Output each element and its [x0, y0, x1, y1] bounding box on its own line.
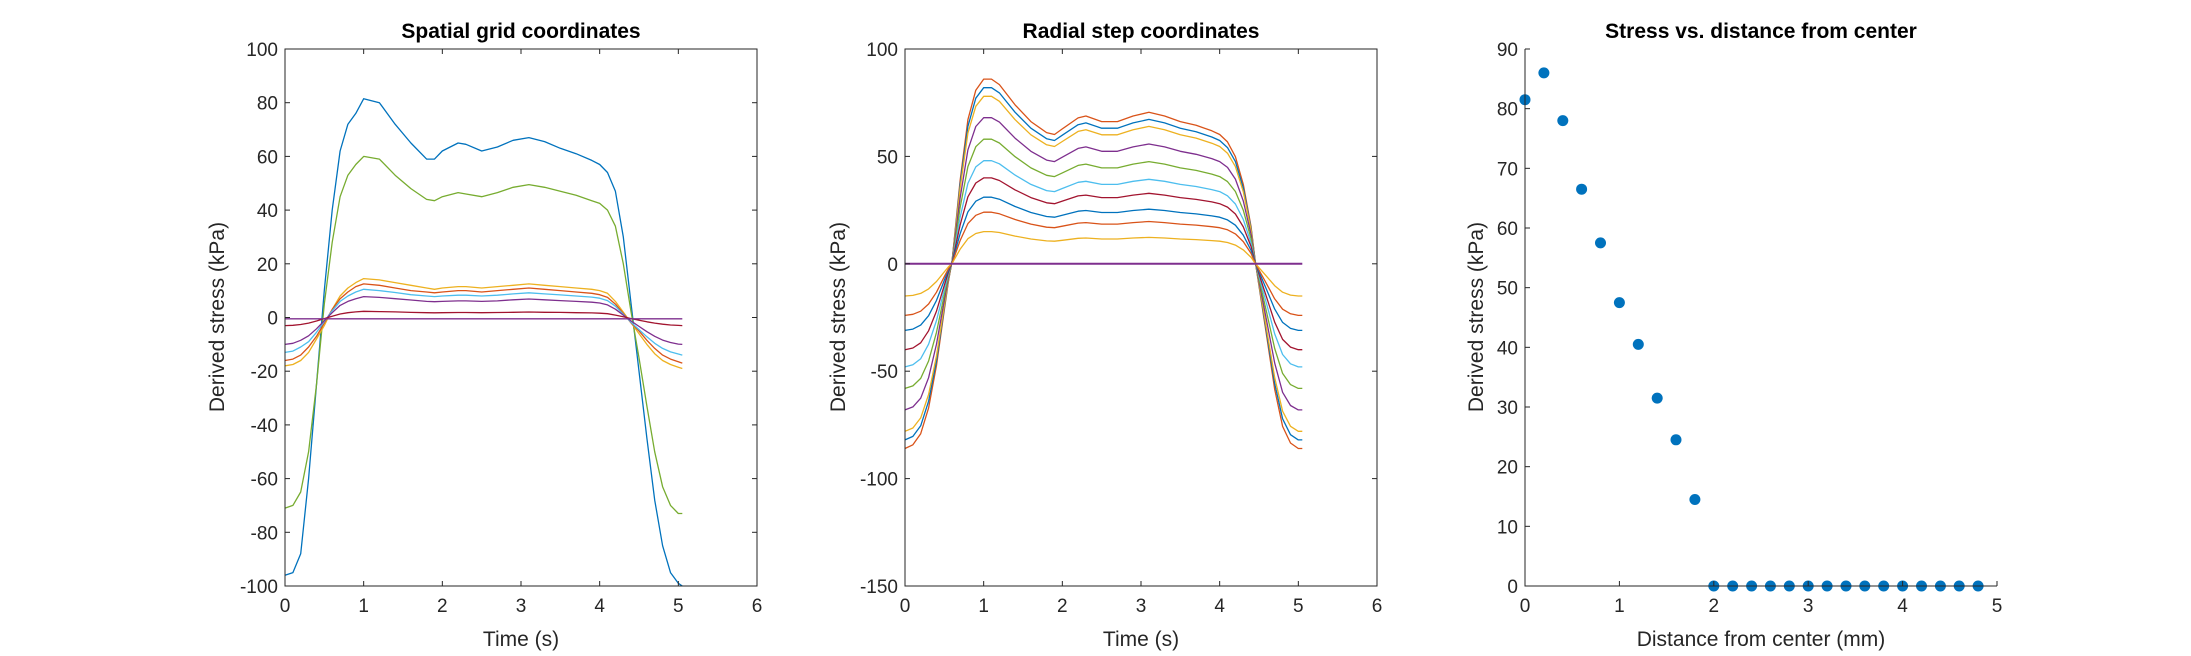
series-line — [284, 155, 683, 515]
chart-title: Radial step coordinates — [1023, 20, 1260, 43]
data-point — [1613, 297, 1625, 309]
y-tick-label: 90 — [1497, 40, 1518, 61]
data-point — [1670, 434, 1682, 446]
x-tick-label: 2 — [1709, 596, 1720, 617]
chart-title: Stress vs. distance from center — [1605, 20, 1917, 43]
series-line — [284, 283, 683, 364]
y-tick-label: 20 — [257, 255, 278, 276]
x-axis-label: Time (s) — [483, 628, 559, 651]
x-tick-label: 3 — [516, 596, 527, 617]
x-tick-label: 3 — [1136, 596, 1147, 617]
series-line — [284, 310, 683, 327]
y-tick-label: -100 — [860, 470, 898, 491]
chart-marks — [904, 78, 1303, 450]
tick-marks — [1524, 48, 1998, 587]
y-tick-label: 50 — [1497, 279, 1518, 300]
x-tick-label: 1 — [1614, 596, 1625, 617]
x-tick-label: 0 — [1520, 596, 1531, 617]
x-tick-label: 1 — [358, 596, 369, 617]
data-point — [1689, 494, 1701, 505]
x-tick-label: 5 — [673, 596, 684, 617]
x-tick-label: 4 — [1214, 596, 1225, 617]
x-tick-label: 4 — [1897, 596, 1908, 617]
y-tick-label: -80 — [251, 523, 278, 544]
y-tick-label: 40 — [1497, 338, 1518, 359]
x-tick-label: 5 — [1992, 596, 2003, 617]
y-tick-label: 70 — [1497, 159, 1518, 180]
x-tick-label: 6 — [752, 596, 763, 617]
chart-spatial-grid-coordinates: Spatial grid coordinates Time (s) Derive… — [206, 20, 762, 651]
y-tick-label: 30 — [1497, 398, 1518, 419]
x-tick-label: 6 — [1372, 596, 1383, 617]
chart-stress-vs-distance: Stress vs. distance from center Distance… — [1465, 20, 2002, 651]
x-tick-label: 5 — [1293, 596, 1304, 617]
x-tick-label: 3 — [1803, 596, 1814, 617]
y-axis-label: Derived stress (kPa) — [206, 222, 229, 412]
y-tick-label: 60 — [257, 147, 278, 168]
tick-marks — [904, 48, 1378, 587]
x-tick-label: 1 — [978, 596, 989, 617]
y-axis-label: Derived stress (kPa) — [827, 222, 850, 412]
chart-radial-step-coordinates: Radial step coordinates Time (s) Derived… — [827, 20, 1382, 651]
plot-area — [905, 49, 1377, 586]
data-point — [1651, 392, 1663, 404]
plot-area — [285, 49, 757, 586]
y-tick-label: 60 — [1497, 219, 1518, 240]
series-line — [284, 295, 683, 346]
y-tick-label: 20 — [1497, 458, 1518, 479]
x-tick-label: 0 — [280, 596, 291, 617]
data-point — [1595, 237, 1606, 249]
y-tick-label: -150 — [860, 577, 898, 598]
x-tick-label: 2 — [1057, 596, 1068, 617]
y-tick-label: 50 — [877, 147, 898, 168]
y-tick-label: 80 — [1497, 100, 1518, 121]
x-tick-label: 4 — [594, 596, 605, 617]
series-line — [284, 288, 683, 356]
data-point — [1576, 183, 1588, 195]
y-tick-label: 40 — [257, 201, 278, 222]
y-tick-label: 100 — [246, 40, 278, 61]
x-tick-label: 2 — [437, 596, 448, 617]
y-tick-label: 10 — [1497, 517, 1518, 538]
data-point — [1632, 338, 1644, 350]
y-tick-label: 0 — [1507, 577, 1518, 598]
y-tick-label: 100 — [866, 40, 898, 61]
y-tick-label: 0 — [267, 309, 278, 330]
x-axis-label: Distance from center (mm) — [1637, 628, 1886, 651]
x-axis-label: Time (s) — [1103, 628, 1179, 651]
y-tick-label: -100 — [240, 577, 278, 598]
y-tick-label: -40 — [251, 416, 278, 437]
x-tick-label: 0 — [900, 596, 911, 617]
series-line — [284, 98, 683, 587]
y-tick-label: -60 — [251, 470, 278, 491]
y-tick-label: -50 — [871, 362, 898, 383]
plot-area — [1525, 49, 1997, 586]
data-point — [1557, 115, 1569, 127]
tick-marks — [284, 48, 758, 587]
chart-title: Spatial grid coordinates — [401, 20, 640, 43]
y-tick-label: 80 — [257, 94, 278, 115]
chart-marks — [284, 98, 683, 587]
y-tick-label: 0 — [887, 255, 898, 276]
y-tick-label: -20 — [251, 362, 278, 383]
y-axis-label: Derived stress (kPa) — [1465, 222, 1488, 412]
data-point — [1538, 67, 1550, 79]
